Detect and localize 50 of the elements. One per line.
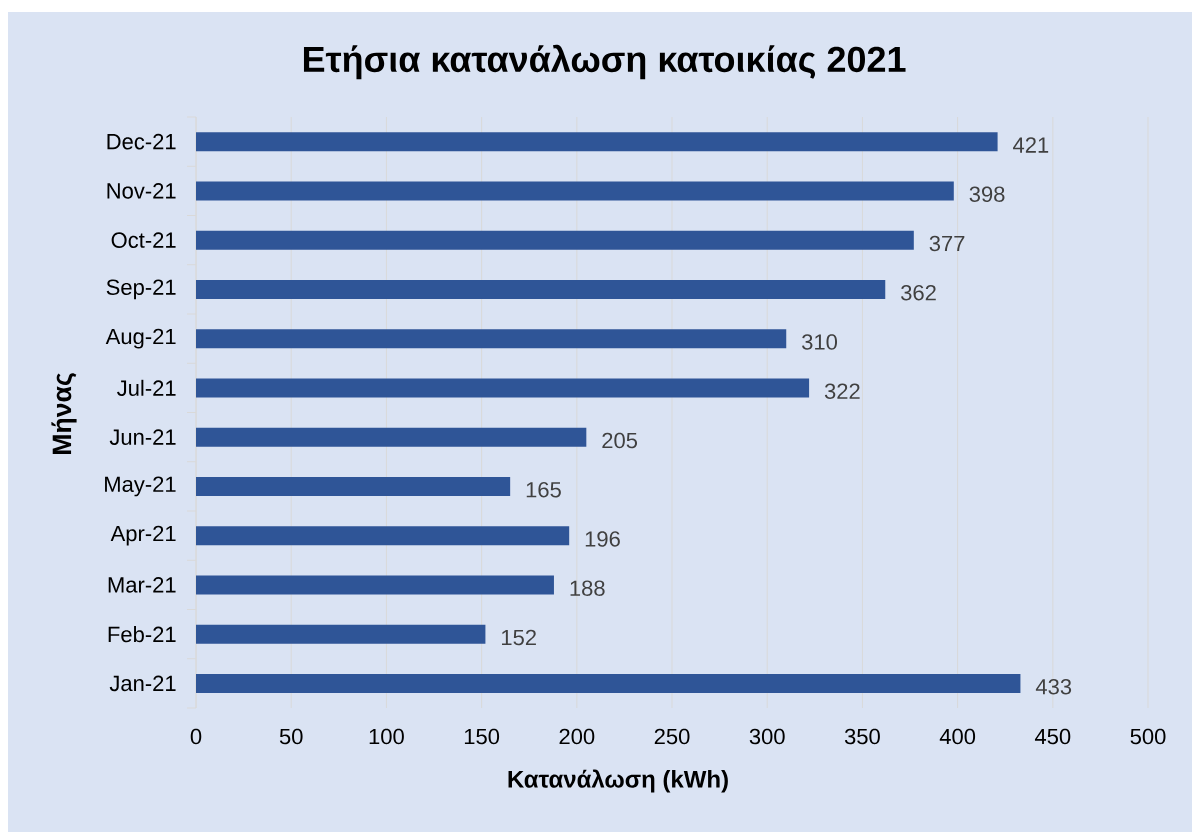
x-tick-label: 350 [844, 728, 880, 745]
x-tick-label: 300 [749, 728, 785, 745]
bar [196, 279, 886, 299]
x-tick-label: 500 [1130, 728, 1166, 745]
y-tick-label: Jan-21 [109, 675, 176, 692]
data-label: 196 [585, 531, 620, 547]
data-label: 377 [929, 235, 965, 252]
y-tick-label: Aug-21 [105, 328, 176, 349]
bar [196, 526, 570, 546]
x-tick-label: 400 [939, 728, 976, 745]
x-tick-label: 250 [654, 728, 690, 745]
y-tick-label: Mar-21 [108, 577, 176, 593]
y-tick-label: Apr-21 [110, 525, 176, 546]
data-label: 310 [802, 334, 838, 350]
y-tick-label: Nov-21 [107, 183, 176, 199]
x-tick-label: 200 [559, 728, 595, 745]
y-tick-label: Dec-21 [107, 133, 176, 150]
bar [196, 132, 998, 152]
data-label: 433 [1035, 678, 1072, 695]
data-label: 421 [1013, 137, 1049, 153]
y-tick-label: Jun-21 [109, 429, 176, 445]
bar [196, 427, 587, 447]
bar [196, 329, 787, 349]
bar [196, 378, 810, 398]
data-label: 165 [526, 481, 561, 498]
x-tick-label: 450 [1034, 728, 1071, 745]
y-tick-label: Feb-21 [108, 626, 176, 643]
chart-title: Ετήσια κατανάλωση κατοικίας 2021 [303, 44, 906, 80]
x-tick-label: 100 [369, 728, 404, 745]
data-label: 398 [969, 186, 1005, 202]
bar [196, 624, 486, 644]
y-tick-label: Jul-21 [117, 379, 176, 396]
y-axis-title: Μήνας [51, 373, 77, 455]
x-tick-label: 50 [279, 728, 303, 745]
bar [196, 673, 1021, 693]
data-label: 152 [502, 629, 536, 646]
x-tick-label: 150 [464, 728, 500, 745]
bar [196, 230, 914, 250]
bar [196, 476, 511, 496]
data-label: 322 [824, 383, 860, 399]
x-tick-label: 0 [190, 728, 202, 745]
x-axis-title: Κατανάλωση (kWh) [508, 769, 728, 793]
y-tick-label: Sep-21 [106, 279, 176, 300]
data-label: 188 [570, 580, 605, 596]
bar [196, 181, 954, 201]
data-label: 205 [602, 432, 638, 449]
bar [196, 575, 554, 595]
y-tick-label: May-21 [105, 476, 176, 497]
data-label: 362 [901, 284, 936, 301]
y-tick-label: Oct-21 [111, 232, 176, 248]
